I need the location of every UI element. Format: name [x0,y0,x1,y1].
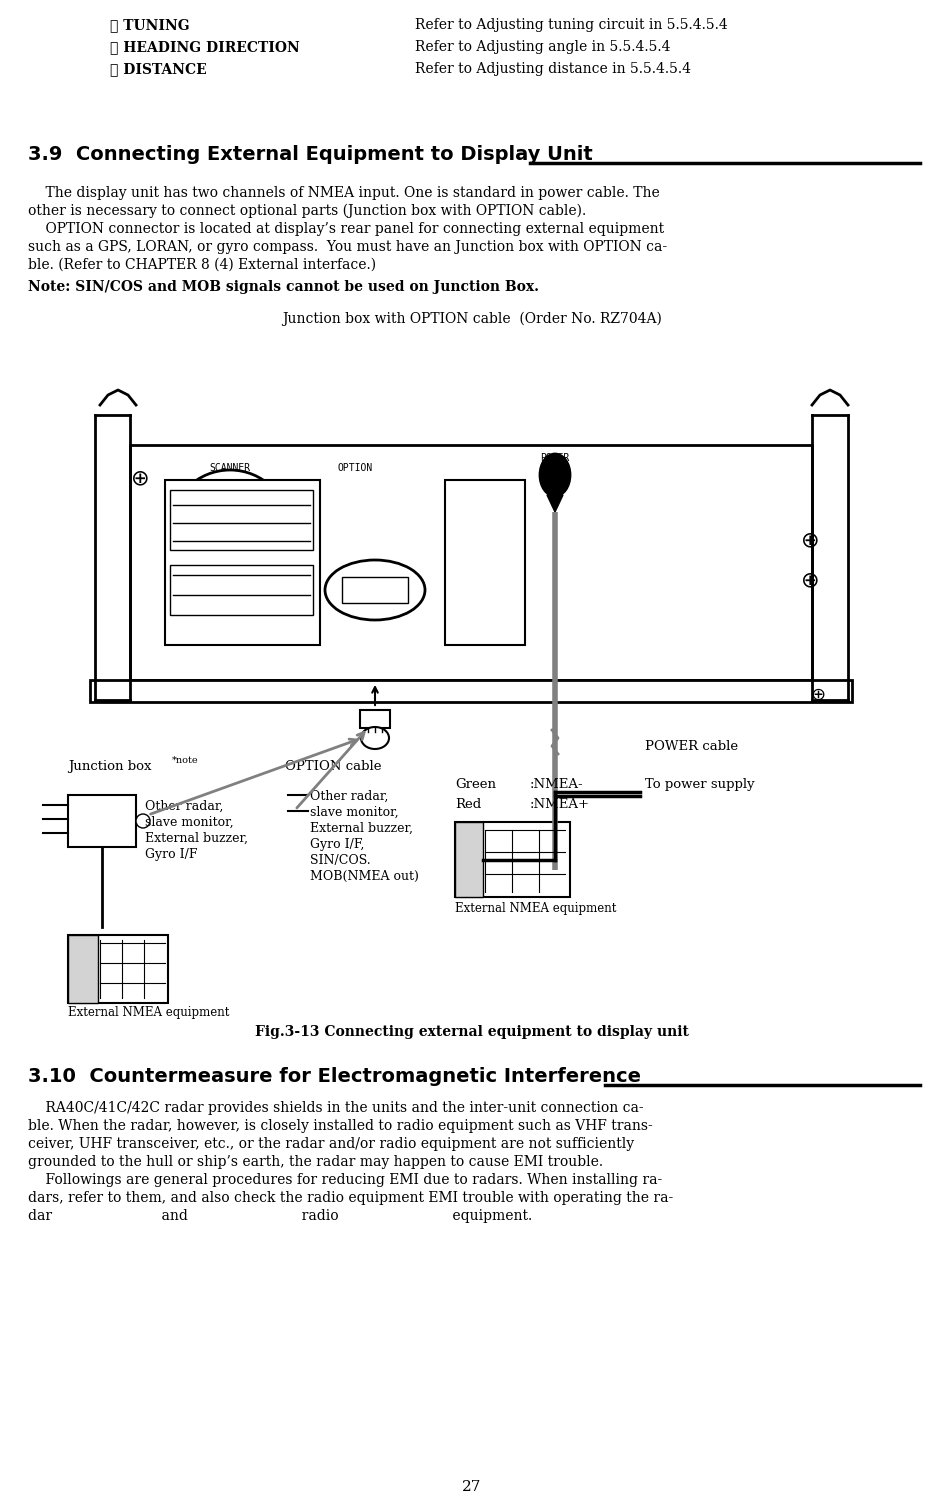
Ellipse shape [325,561,425,621]
Bar [90,679,851,702]
Text: Red: Red [454,798,480,812]
Text: Refer to Adjusting distance in 5.5.4.5.4: Refer to Adjusting distance in 5.5.4.5.4 [414,62,690,77]
Text: Followings are general procedures for reducing EMI due to radars. When installin: Followings are general procedures for re… [28,1172,662,1187]
Text: OPTION: OPTION [337,463,372,473]
Text: Fig.3-13 Connecting external equipment to display unit: Fig.3-13 Connecting external equipment t… [255,1025,688,1039]
Text: ③ DISTANCE: ③ DISTANCE [110,62,207,77]
Text: ⊕: ⊕ [800,570,818,591]
Circle shape [170,470,290,591]
Text: To power supply: To power supply [645,779,754,791]
Bar [165,479,320,645]
Text: POWER: POWER [540,452,569,463]
Circle shape [189,488,199,499]
Ellipse shape [361,727,389,748]
Text: grounded to the hull or ship’s earth, the radar may happen to cause EMI trouble.: grounded to the hull or ship’s earth, th… [28,1154,602,1169]
Text: Note: SIN/COS and MOB signals cannot be used on Junction Box.: Note: SIN/COS and MOB signals cannot be … [28,280,538,295]
Bar [170,490,312,550]
Text: SCANNER: SCANNER [210,463,250,473]
Text: Junction box with OPTION cable  (Order No. RZ704A): Junction box with OPTION cable (Order No… [281,313,661,326]
Bar [342,577,408,603]
Text: Gyro I/F: Gyro I/F [144,848,197,861]
Text: Other radar,: Other radar, [310,791,388,803]
Text: SIN/COS.: SIN/COS. [310,854,370,867]
Text: ① TUNING: ① TUNING [110,18,190,32]
Text: 3.9  Connecting External Equipment to Display Unit: 3.9 Connecting External Equipment to Dis… [28,144,598,164]
Circle shape [136,815,150,828]
Text: :NMEA+: :NMEA+ [530,798,589,812]
Text: 27: 27 [462,1480,481,1494]
Bar [68,795,136,848]
Text: Gyro I/F,: Gyro I/F, [310,839,364,851]
Circle shape [189,561,199,571]
Circle shape [261,561,271,571]
Text: Green: Green [454,779,496,791]
Text: Refer to Adjusting tuning circuit in 5.5.4.5.4: Refer to Adjusting tuning circuit in 5.5… [414,18,727,32]
Bar [68,935,98,1003]
Text: dar                         and                          radio                  : dar and radio [28,1208,531,1223]
Text: *note: *note [172,756,198,765]
Text: dars, refer to them, and also check the radio equipment EMI trouble with operati: dars, refer to them, and also check the … [28,1190,672,1205]
Text: ⊕: ⊕ [130,467,149,488]
Text: :NMEA-: :NMEA- [530,779,583,791]
Text: ⊕: ⊕ [810,685,825,703]
Text: ble. When the radar, however, is closely installed to radio equipment such as VH: ble. When the radar, however, is closely… [28,1120,652,1133]
Ellipse shape [539,454,569,496]
Text: 3.10  Countermeasure for Electromagnetic Interference: 3.10 Countermeasure for Electromagnetic … [28,1067,640,1087]
Text: ② HEADING DIRECTION: ② HEADING DIRECTION [110,41,299,54]
Bar [454,822,569,897]
Circle shape [188,488,272,573]
Text: RA40C/41C/42C radar provides shields in the units and the inter-unit connection : RA40C/41C/42C radar provides shields in … [28,1102,643,1115]
Text: Other radar,: Other radar, [144,800,223,813]
Text: Junction box: Junction box [68,761,151,773]
Text: Refer to Adjusting angle in 5.5.4.5.4: Refer to Adjusting angle in 5.5.4.5.4 [414,41,670,54]
Text: External NMEA equipment: External NMEA equipment [454,902,615,915]
Text: ⊕: ⊕ [800,531,818,550]
Text: such as a GPS, LORAN, or gyro compass.  You must have an Junction box with OPTIO: such as a GPS, LORAN, or gyro compass. Y… [28,240,666,254]
Bar [170,565,312,615]
Text: External NMEA equipment: External NMEA equipment [68,1006,229,1019]
Text: External buzzer,: External buzzer, [144,833,247,845]
Bar [68,935,168,1003]
Bar [445,479,525,645]
Bar [360,709,390,727]
Text: other is necessary to connect optional parts (Junction box with OPTION cable).: other is necessary to connect optional p… [28,204,585,218]
Bar [130,445,811,679]
Text: MOB(NMEA out): MOB(NMEA out) [310,870,418,882]
Text: slave monitor,: slave monitor, [144,816,233,830]
Text: slave monitor,: slave monitor, [310,806,398,819]
Bar [454,822,482,897]
Circle shape [261,488,271,499]
Text: POWER cable: POWER cable [645,739,737,753]
Polygon shape [547,494,563,513]
Text: OPTION cable: OPTION cable [285,761,381,773]
Text: ble. (Refer to CHAPTER 8 (4) External interface.): ble. (Refer to CHAPTER 8 (4) External in… [28,259,376,272]
Text: The display unit has two channels of NMEA input. One is standard in power cable.: The display unit has two channels of NME… [28,186,659,200]
Text: ceiver, UHF transceiver, etc., or the radar and/or radio equipment are not suffi: ceiver, UHF transceiver, etc., or the ra… [28,1136,633,1151]
Text: External buzzer,: External buzzer, [310,822,413,836]
Circle shape [208,508,252,552]
Text: OPTION connector is located at display’s rear panel for connecting external equi: OPTION connector is located at display’s… [28,222,664,236]
